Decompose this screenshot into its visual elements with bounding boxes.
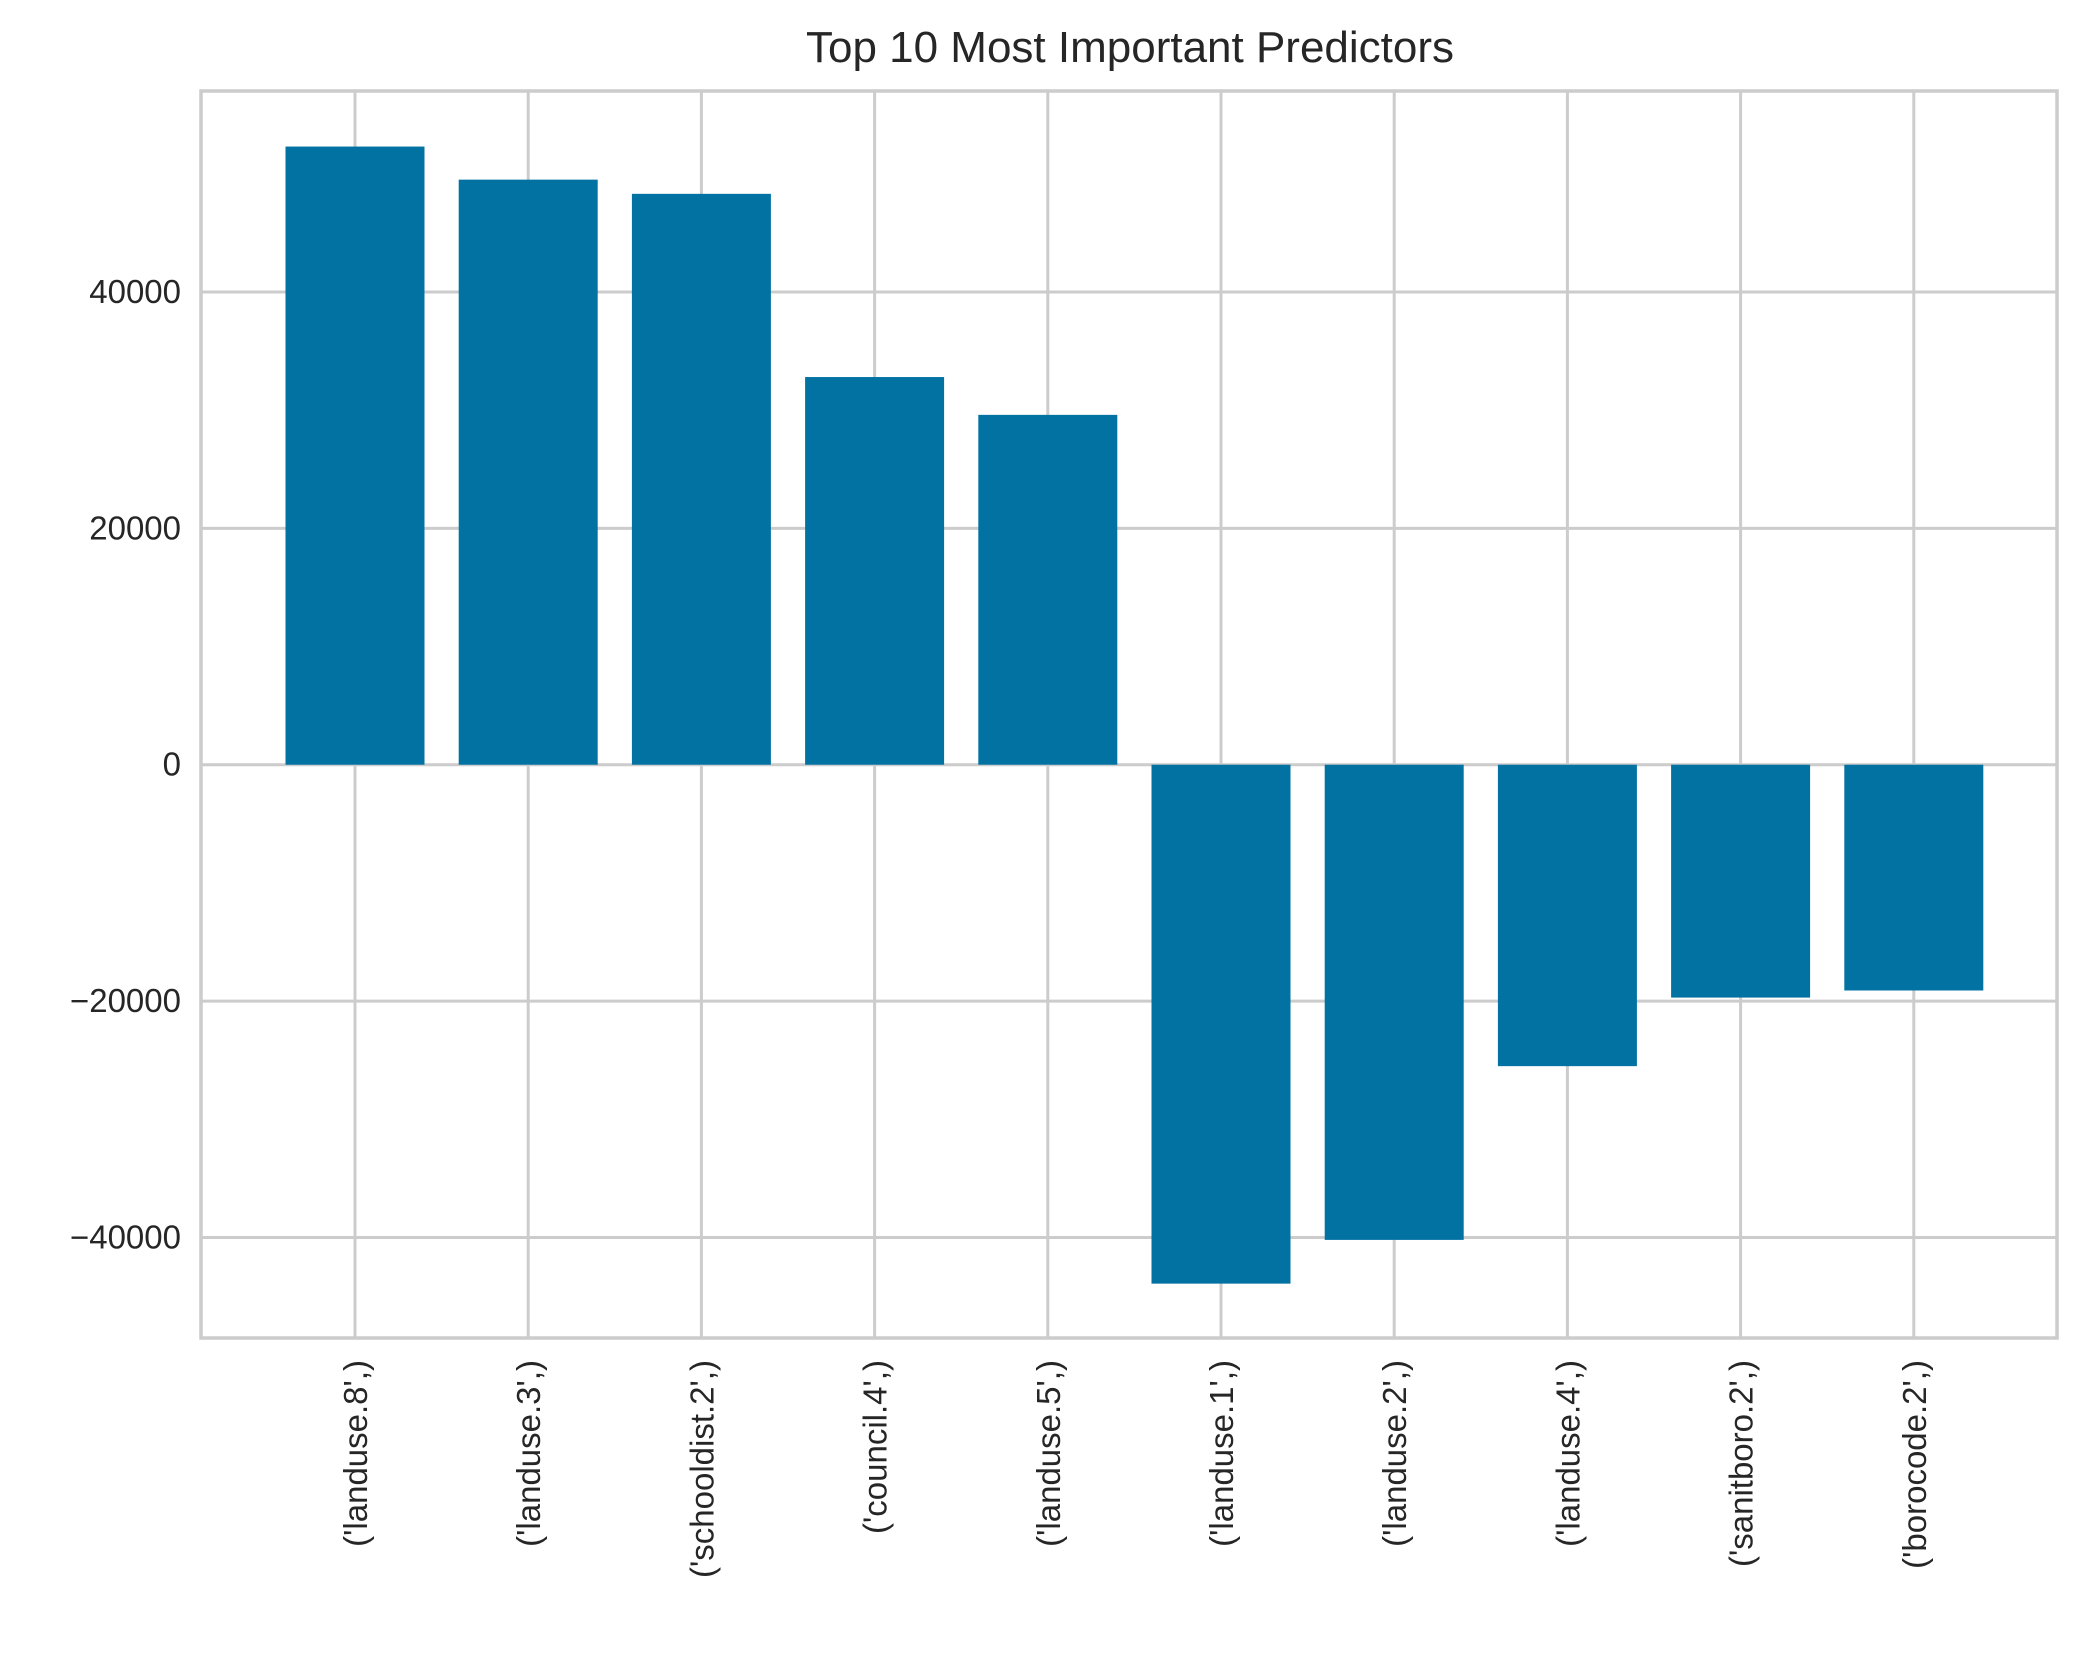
x-tick-label: ('borocode.2',)	[1896, 1360, 1933, 1569]
bar-4	[805, 377, 945, 765]
bar-8	[1497, 764, 1637, 1067]
x-tick-label: ('landuse.3',)	[510, 1360, 547, 1547]
bar-3	[631, 193, 771, 765]
x-tick-label: ('landuse.1',)	[1203, 1360, 1240, 1547]
bar-5	[978, 414, 1118, 765]
y-axis-ticks: −40000 −20000 0 20000 40000	[70, 273, 181, 1256]
y-tick-label: −20000	[70, 982, 181, 1019]
x-axis-ticks: ('landuse.8',) ('landuse.3',) ('schooldist…	[337, 1360, 1933, 1578]
x-tick-label: ('sanitboro.2',)	[1723, 1360, 1760, 1567]
bar-10	[1844, 764, 1984, 991]
x-tick-label: ('landuse.4',)	[1549, 1360, 1586, 1547]
chart-title: Top 10 Most Important Predictors	[806, 23, 1454, 72]
y-tick-label: 20000	[89, 509, 181, 546]
y-tick-label: −40000	[70, 1219, 181, 1256]
y-tick-label: 0	[163, 746, 181, 783]
bar-layer	[285, 146, 1984, 1284]
x-tick-label: ('landuse.5',)	[1030, 1360, 1067, 1547]
bar-7	[1324, 764, 1464, 1240]
y-tick-label: 40000	[89, 273, 181, 310]
bar-1	[285, 146, 425, 765]
bar-9	[1671, 764, 1811, 998]
x-tick-label: ('schooldist.2',)	[683, 1360, 720, 1578]
bar-2	[458, 179, 598, 765]
x-tick-label: ('council.4',)	[857, 1360, 894, 1534]
x-tick-label: ('landuse.8',)	[337, 1360, 374, 1547]
bar-6	[1151, 764, 1291, 1284]
x-tick-label: ('landuse.2',)	[1376, 1360, 1413, 1547]
plot-frame	[199, 89, 2059, 1340]
